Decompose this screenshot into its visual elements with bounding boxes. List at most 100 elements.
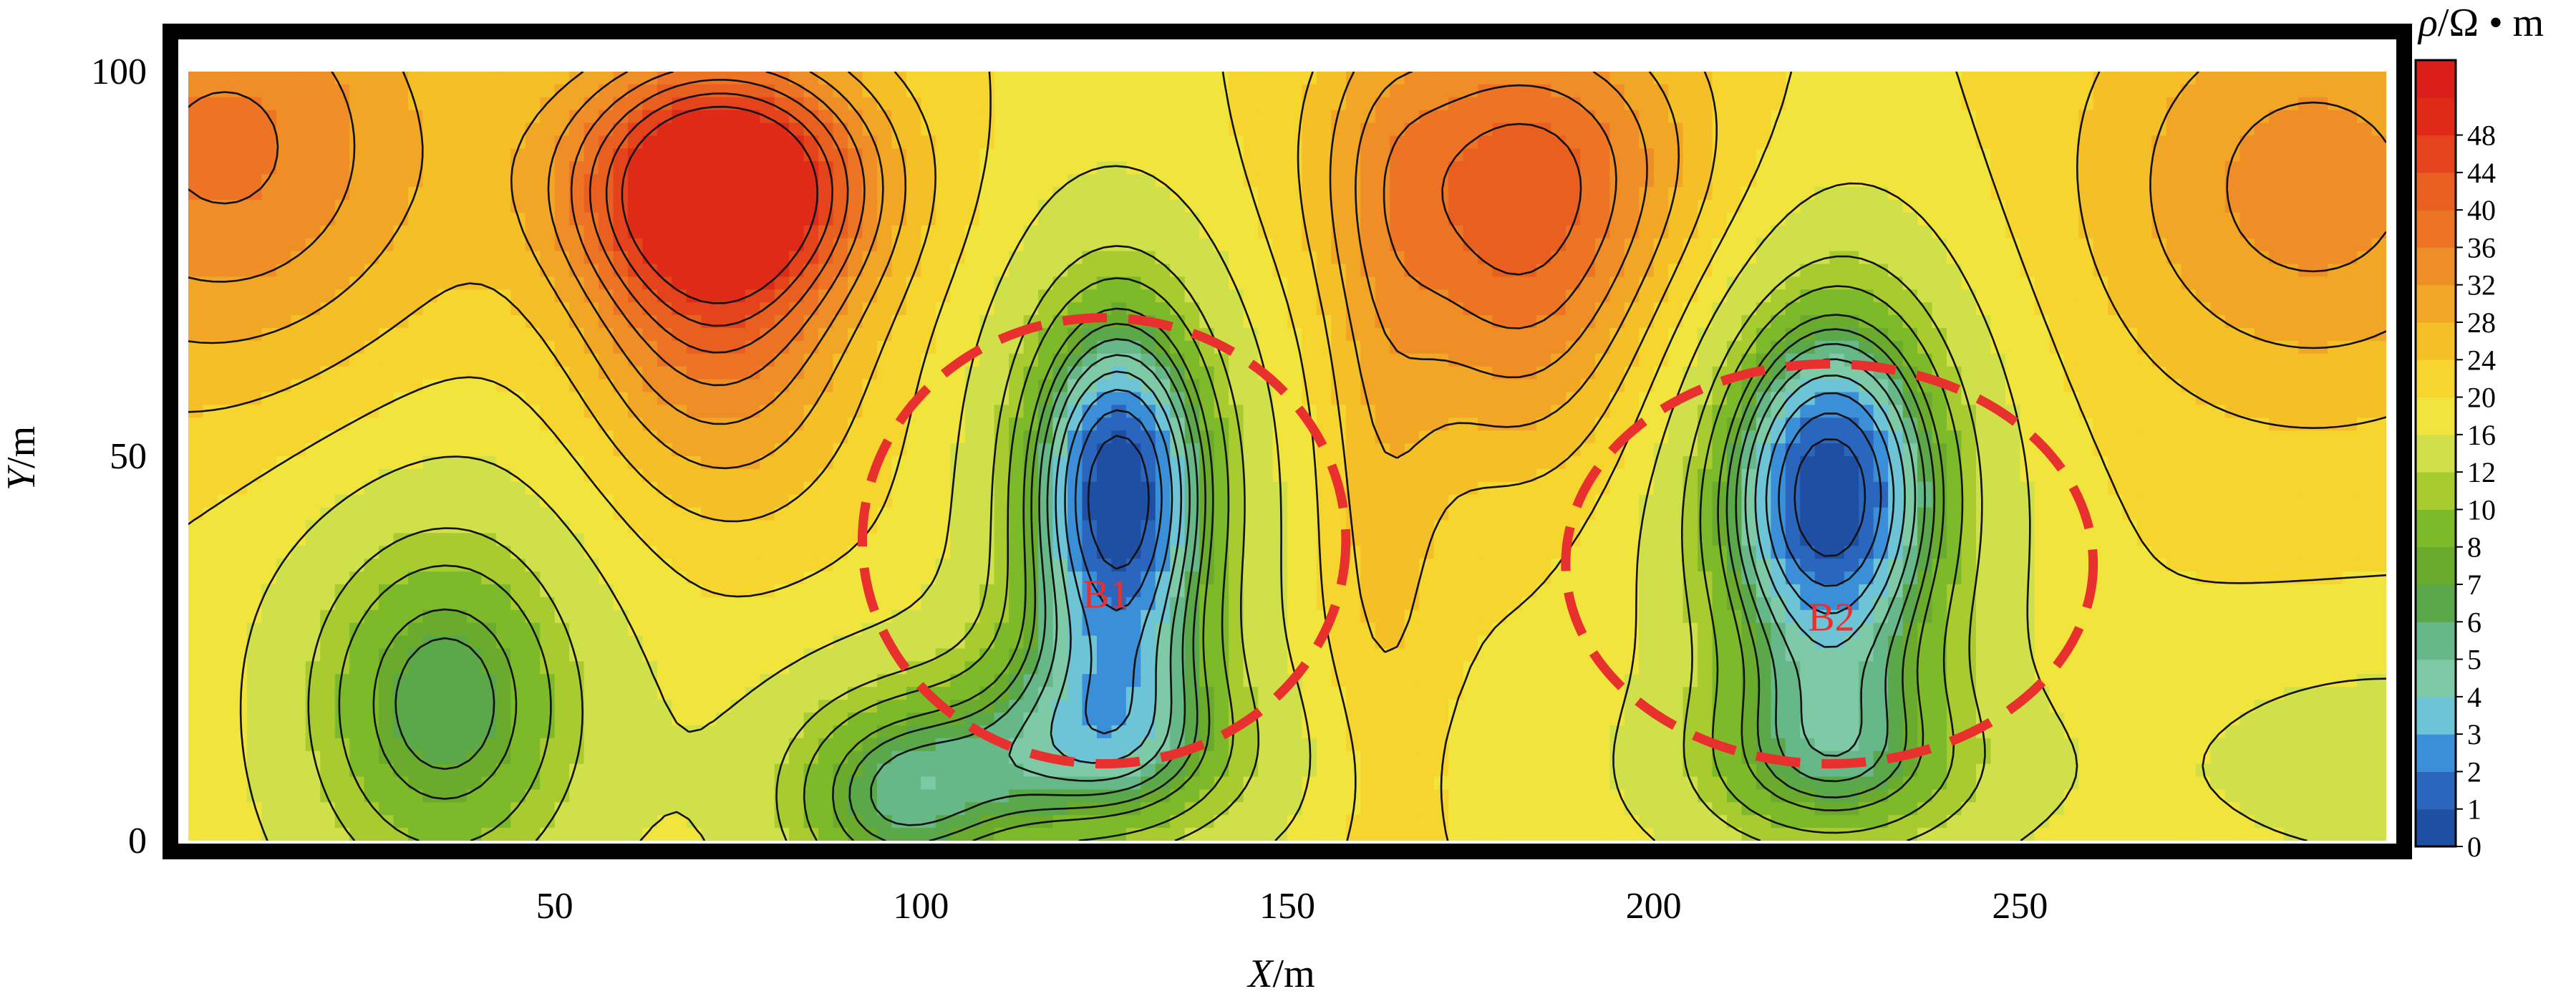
heat-cell [1156, 174, 1171, 188]
heat-cell [716, 751, 731, 765]
heat-cell [276, 276, 291, 290]
heat-cell [789, 828, 804, 841]
heat-cell [335, 508, 350, 521]
heat-cell [584, 623, 599, 637]
heat-cell [467, 777, 482, 791]
heat-cell [379, 713, 394, 726]
heat-cell [1067, 815, 1083, 829]
heat-cell [672, 136, 687, 150]
heat-cell [408, 495, 423, 508]
heat-cell [188, 380, 203, 393]
heat-cell [1331, 187, 1346, 201]
heat-cell [320, 148, 335, 162]
heat-cell [188, 495, 203, 508]
heat-cell [247, 456, 262, 470]
heat-cell [261, 380, 276, 393]
heat-cell [628, 508, 643, 521]
heat-cell [335, 469, 350, 483]
heat-cell [1287, 789, 1302, 803]
heat-cell [745, 251, 760, 265]
heat-cell [1024, 738, 1039, 752]
heat-cell [1082, 213, 1097, 226]
heat-cell [921, 456, 936, 470]
heat-cell [379, 610, 394, 624]
heat-cell [628, 495, 643, 508]
heat-cell [716, 674, 731, 687]
heat-cell [335, 302, 350, 316]
heat-cell [1375, 367, 1390, 380]
heat-cell [394, 110, 409, 124]
heat-cell [452, 110, 467, 124]
heat-cell [848, 200, 863, 213]
heat-cell [584, 328, 599, 342]
heat-cell [687, 430, 702, 444]
heat-cell [306, 161, 321, 175]
heat-cell [936, 380, 951, 393]
heat-cell [877, 597, 892, 611]
heat-cell [452, 533, 467, 546]
heat-cell [467, 392, 482, 406]
heat-cell [1244, 597, 1259, 611]
heat-cell [1317, 85, 1332, 97]
heat-cell [247, 764, 262, 778]
heat-cell [848, 495, 863, 508]
heat-cell [437, 417, 452, 431]
heat-cell [320, 161, 335, 175]
heat-cell [481, 123, 496, 137]
heat-cell [467, 751, 482, 765]
heat-cell [510, 764, 526, 778]
heat-cell [291, 738, 306, 752]
heat-cell [203, 328, 218, 342]
heat-cell [950, 213, 965, 226]
heat-cell [1156, 161, 1171, 175]
heat-cell [1273, 213, 1288, 226]
heat-cell [555, 495, 570, 508]
heat-cell [437, 302, 452, 316]
heat-cell [1097, 623, 1112, 637]
heat-cell [379, 828, 394, 841]
heat-cell [467, 443, 482, 457]
heat-cell [526, 97, 541, 111]
heat-cell [775, 469, 790, 483]
heat-cell [760, 380, 775, 393]
heat-cell [1405, 289, 1420, 303]
heat-cell [467, 110, 482, 124]
heat-cell [320, 123, 335, 137]
heat-cell [555, 533, 570, 546]
heat-cell [730, 469, 745, 483]
heat-cell [614, 815, 629, 829]
heat-cell [481, 815, 496, 829]
heat-cell [614, 636, 629, 650]
heat-cell [1038, 495, 1053, 508]
heat-cell [261, 251, 276, 265]
heat-cell [467, 533, 482, 546]
heat-cell [452, 289, 467, 303]
heat-cell [510, 802, 526, 816]
heat-cell [1156, 674, 1171, 687]
heat-cell [291, 610, 306, 624]
heat-cell [379, 85, 394, 97]
heat-cell [672, 187, 687, 201]
heat-cell [569, 802, 584, 816]
heat-cell [247, 508, 262, 521]
heat-cell [540, 110, 555, 124]
heat-cell [657, 289, 672, 303]
heat-cell [965, 649, 980, 662]
heat-cell [1156, 136, 1171, 150]
heat-cell [848, 187, 863, 201]
heat-cell [1273, 85, 1288, 97]
heat-cell [276, 674, 291, 687]
heat-cell [1302, 674, 1317, 687]
heat-cell [408, 700, 423, 713]
heat-cell [906, 764, 921, 778]
heat-cell [1346, 251, 1361, 265]
heat-cell [437, 213, 452, 226]
heat-cell [701, 72, 716, 85]
heat-cell [657, 559, 672, 572]
heat-cell [422, 623, 437, 637]
heat-cell [599, 533, 614, 546]
heat-cell [276, 610, 291, 624]
heat-cell [452, 482, 467, 496]
heat-cell [335, 238, 350, 252]
heat-cell [657, 367, 672, 380]
